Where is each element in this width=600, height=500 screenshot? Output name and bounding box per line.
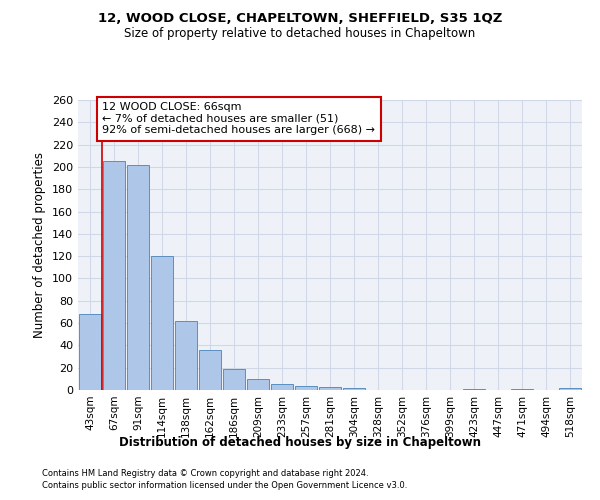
Text: Contains HM Land Registry data © Crown copyright and database right 2024.: Contains HM Land Registry data © Crown c… [42,468,368,477]
Bar [463,389,485,390]
Bar [319,386,341,390]
Text: Contains public sector information licensed under the Open Government Licence v3: Contains public sector information licen… [42,481,407,490]
Bar [559,388,581,390]
Bar [511,389,533,390]
Text: 12 WOOD CLOSE: 66sqm
← 7% of detached houses are smaller (51)
92% of semi-detach: 12 WOOD CLOSE: 66sqm ← 7% of detached ho… [103,102,376,136]
Bar [199,350,221,390]
Bar [343,388,365,390]
Bar [127,164,149,390]
Bar [103,162,125,390]
Bar [247,379,269,390]
Bar [175,321,197,390]
Bar [79,314,101,390]
Text: 12, WOOD CLOSE, CHAPELTOWN, SHEFFIELD, S35 1QZ: 12, WOOD CLOSE, CHAPELTOWN, SHEFFIELD, S… [98,12,502,26]
Bar [271,384,293,390]
Bar [151,256,173,390]
Text: Size of property relative to detached houses in Chapeltown: Size of property relative to detached ho… [124,28,476,40]
Bar [295,386,317,390]
Y-axis label: Number of detached properties: Number of detached properties [34,152,46,338]
Bar [223,369,245,390]
Text: Distribution of detached houses by size in Chapeltown: Distribution of detached houses by size … [119,436,481,449]
